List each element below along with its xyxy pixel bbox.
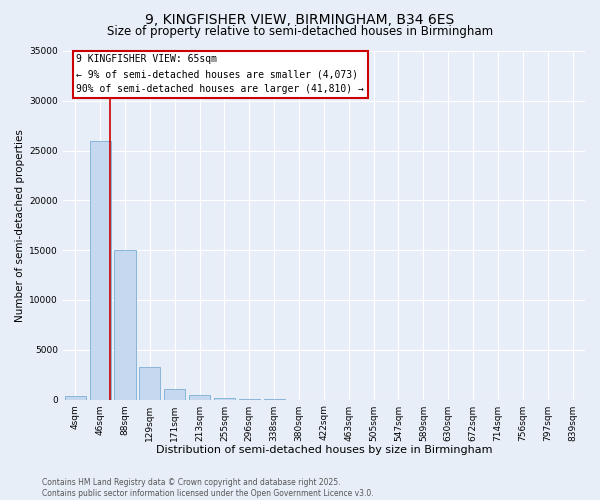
Y-axis label: Number of semi-detached properties: Number of semi-detached properties xyxy=(15,129,25,322)
Bar xyxy=(164,388,185,400)
Bar xyxy=(189,394,210,400)
Text: 9, KINGFISHER VIEW, BIRMINGHAM, B34 6ES: 9, KINGFISHER VIEW, BIRMINGHAM, B34 6ES xyxy=(145,12,455,26)
Bar xyxy=(214,398,235,400)
Text: 9 KINGFISHER VIEW: 65sqm
← 9% of semi-detached houses are smaller (4,073)
90% of: 9 KINGFISHER VIEW: 65sqm ← 9% of semi-de… xyxy=(76,54,364,94)
Bar xyxy=(115,250,136,400)
Text: Size of property relative to semi-detached houses in Birmingham: Size of property relative to semi-detach… xyxy=(107,25,493,38)
X-axis label: Distribution of semi-detached houses by size in Birmingham: Distribution of semi-detached houses by … xyxy=(155,445,492,455)
Bar xyxy=(89,140,110,400)
Bar xyxy=(65,396,86,400)
Bar xyxy=(139,366,160,400)
Text: Contains HM Land Registry data © Crown copyright and database right 2025.
Contai: Contains HM Land Registry data © Crown c… xyxy=(42,478,374,498)
